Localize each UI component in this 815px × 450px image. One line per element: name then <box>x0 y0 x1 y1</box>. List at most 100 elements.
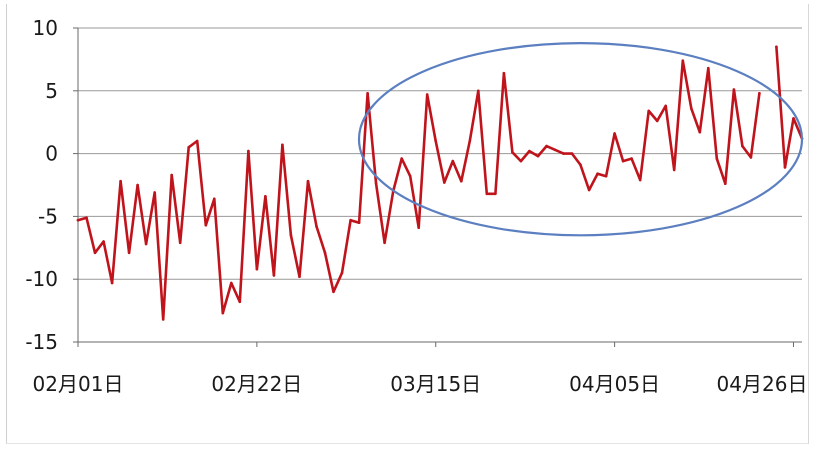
data-point <box>204 223 208 227</box>
data-point <box>613 132 616 135</box>
x-tick-label: 04月05日 <box>569 372 660 396</box>
y-tick-label: -10 <box>25 267 58 291</box>
highlight-ellipse <box>357 41 804 237</box>
data-point <box>272 274 276 277</box>
data-point <box>76 218 80 222</box>
x-tick-label: 02月01日 <box>33 372 124 396</box>
x-tick-label: 02月22日 <box>211 372 302 396</box>
data-point <box>587 188 591 192</box>
data-point <box>502 71 506 75</box>
data-point <box>349 218 352 222</box>
data-point <box>110 281 114 285</box>
data-point <box>485 192 489 196</box>
data-point <box>724 182 727 185</box>
data-point <box>144 242 148 246</box>
data-point <box>783 166 787 169</box>
data-point <box>460 179 463 183</box>
annotation-layer <box>357 41 804 237</box>
data-point <box>519 159 523 163</box>
data-point <box>357 221 361 224</box>
series-layer <box>76 45 804 321</box>
data-point <box>178 241 182 245</box>
data-point <box>732 88 736 91</box>
data-point <box>374 182 378 185</box>
data-point <box>383 241 386 245</box>
data-point <box>758 92 761 95</box>
data-point <box>332 290 335 294</box>
data-point <box>408 174 412 178</box>
data-point <box>775 45 778 49</box>
data-point <box>187 146 190 149</box>
data-point <box>741 144 744 148</box>
y-tick-label: 5 <box>45 79 58 103</box>
data-point <box>93 251 97 255</box>
series-line-segment <box>775 45 804 169</box>
x-tick-label: 03月15日 <box>390 372 481 396</box>
data-point <box>707 66 710 70</box>
data-point <box>247 149 250 153</box>
data-point <box>136 183 139 187</box>
data-point <box>596 172 599 175</box>
data-point <box>255 267 259 271</box>
data-point <box>400 157 404 160</box>
data-point <box>127 251 131 255</box>
data-point <box>281 143 284 147</box>
data-point <box>494 192 497 196</box>
y-tick-label: 10 <box>33 16 58 40</box>
x-axis-ticks: 02月01日 02月22日 03月15日 04月05日 04月26日 <box>33 372 808 396</box>
data-point <box>230 281 233 285</box>
x-tick-label: 04月26日 <box>717 372 808 396</box>
y-tick-label: -5 <box>38 204 58 228</box>
data-point <box>221 311 225 315</box>
data-point <box>630 157 633 160</box>
data-point <box>604 174 608 178</box>
data-point <box>664 104 667 108</box>
data-point <box>672 168 676 172</box>
data-point <box>340 271 344 275</box>
data-point <box>323 251 327 255</box>
data-point <box>647 109 650 113</box>
y-axis-ticks: 10 5 0 -5 -10 -15 <box>25 16 58 354</box>
data-point <box>102 240 105 243</box>
data-point <box>238 300 242 304</box>
data-point <box>655 119 659 123</box>
data-point <box>417 226 421 229</box>
data-point <box>170 173 173 177</box>
chart-frame <box>6 4 809 444</box>
data-point <box>434 139 438 143</box>
data-point <box>749 156 753 159</box>
data-point <box>451 159 455 163</box>
data-point <box>119 179 122 183</box>
data-point <box>425 93 429 96</box>
y-tick-label: 0 <box>45 142 58 166</box>
data-point <box>443 181 446 184</box>
data-point <box>690 107 693 110</box>
data-point <box>528 149 531 153</box>
y-tick-label: -15 <box>25 330 58 354</box>
data-point <box>85 216 88 219</box>
data-point <box>545 144 548 148</box>
data-point <box>715 157 719 160</box>
data-point <box>161 318 165 321</box>
data-point <box>477 89 480 93</box>
data-point <box>264 195 267 198</box>
data-point <box>315 225 318 228</box>
series-line-segment <box>76 59 761 321</box>
data-point <box>511 151 514 154</box>
data-point <box>536 154 540 158</box>
data-point <box>698 130 702 134</box>
data-point <box>306 179 310 183</box>
data-point <box>153 191 156 194</box>
data-point <box>570 152 574 155</box>
data-point <box>553 148 557 152</box>
data-point <box>195 139 199 143</box>
axes <box>73 27 802 347</box>
data-point <box>289 233 293 237</box>
data-point <box>468 139 472 143</box>
data-point <box>792 117 795 120</box>
data-point <box>638 178 642 182</box>
data-point <box>621 159 625 163</box>
data-point <box>579 163 582 167</box>
data-point <box>562 152 565 155</box>
